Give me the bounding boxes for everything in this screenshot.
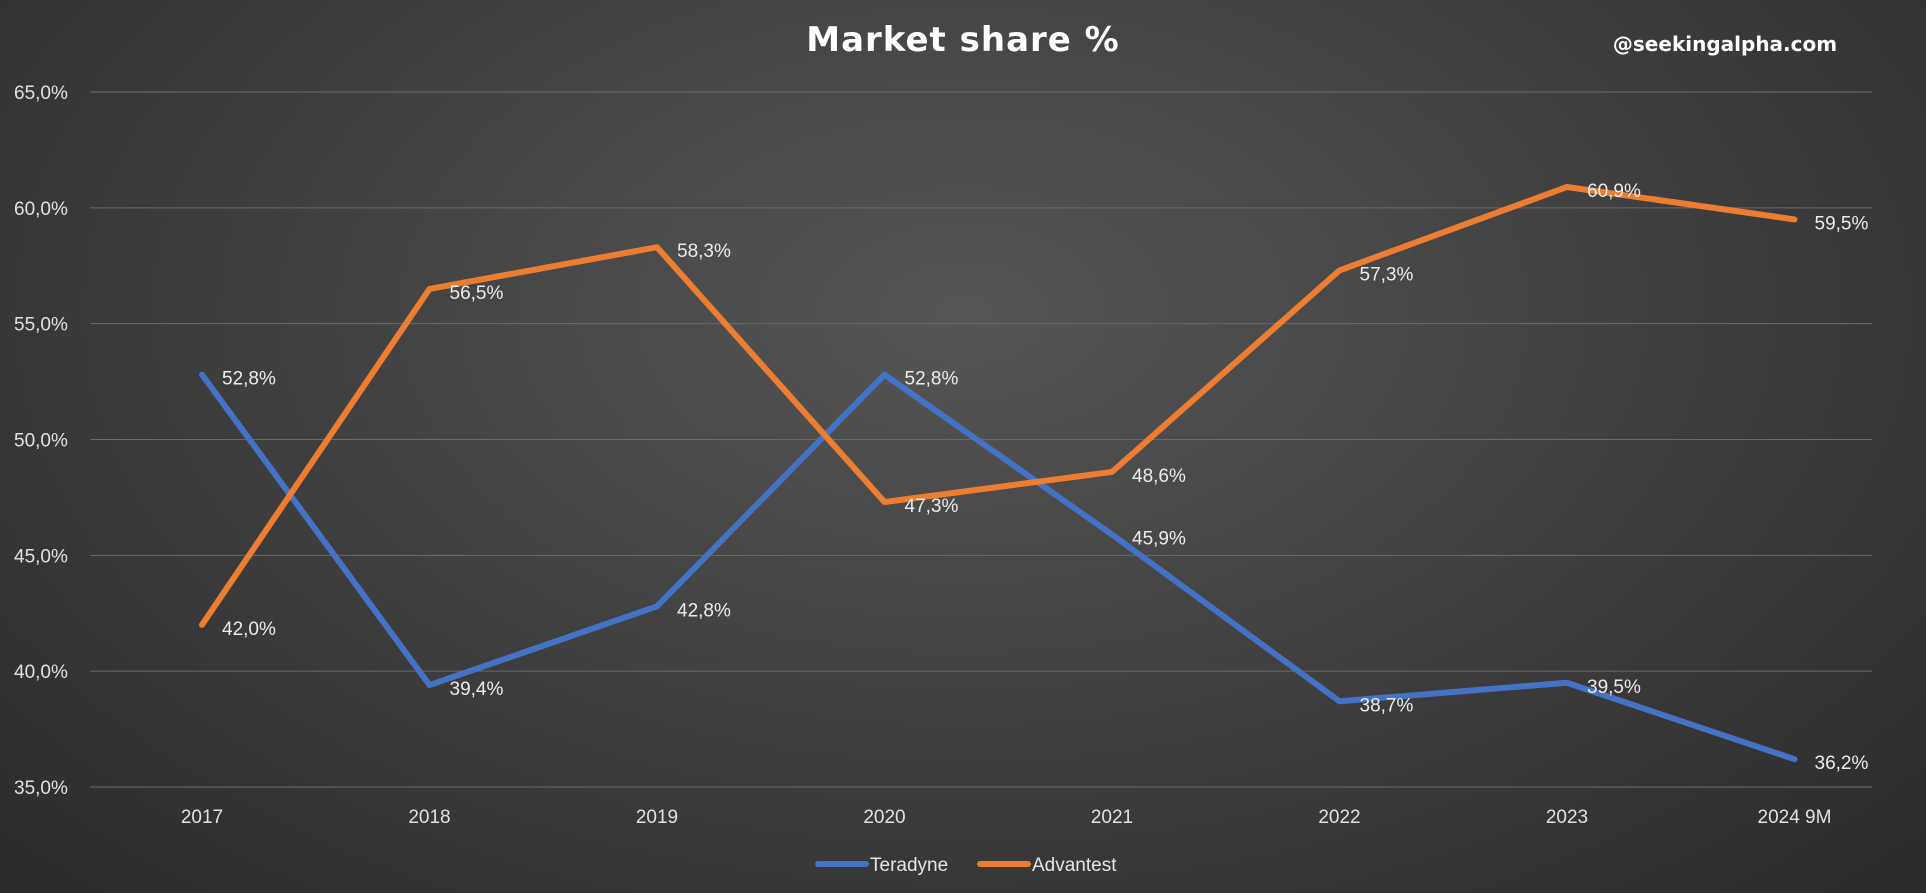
chart-title: Market share % <box>806 20 1120 60</box>
x-tick-label: 2021 <box>1091 807 1133 828</box>
data-labels: 52,8% 39,4% 42,8% 52,8% 45,9% 38,7% 39,5% 36,2%… <box>222 181 1868 774</box>
x-tick-label: 2018 <box>408 807 450 828</box>
y-tick-label: 45,0% <box>14 546 68 567</box>
x-tick-label: 2019 <box>636 807 678 828</box>
x-tick-label: 2024 9M <box>1758 807 1832 828</box>
series-line-teradyne <box>199 371 1798 763</box>
data-label-advantest: 58,3% <box>677 241 731 262</box>
legend-label-teradyne: Teradyne <box>870 855 948 876</box>
gridlines <box>90 91 1872 788</box>
y-tick-label: 35,0% <box>14 778 68 799</box>
legend: Teradyne Advantest <box>815 855 1117 876</box>
y-axis: 35,0% 40,0% 45,0% 50,0% 55,0% 60,0% 65,0% <box>14 83 68 799</box>
x-tick-label: 2023 <box>1546 807 1588 828</box>
data-label-advantest: 48,6% <box>1132 466 1186 487</box>
data-label-advantest: 47,3% <box>905 496 959 517</box>
series-line-advantest <box>199 183 1798 628</box>
data-label-teradyne: 42,8% <box>677 600 731 621</box>
data-label-teradyne: 45,9% <box>1132 528 1186 549</box>
data-label-advantest: 57,3% <box>1360 264 1414 285</box>
x-axis: 2017 2018 2019 2020 2021 2022 2023 2024 9M <box>181 807 1832 828</box>
y-tick-label: 55,0% <box>14 315 68 336</box>
y-tick-label: 65,0% <box>14 83 68 104</box>
x-tick-label: 2017 <box>181 807 223 828</box>
legend-label-advantest: Advantest <box>1032 855 1117 876</box>
data-label-teradyne: 39,4% <box>450 679 504 700</box>
y-tick-label: 50,0% <box>14 431 68 452</box>
data-label-teradyne: 39,5% <box>1587 677 1641 698</box>
data-label-teradyne: 38,7% <box>1360 695 1414 716</box>
data-label-teradyne: 36,2% <box>1815 753 1869 774</box>
y-tick-label: 60,0% <box>14 199 68 220</box>
data-label-advantest: 59,5% <box>1815 213 1869 234</box>
x-tick-label: 2022 <box>1318 807 1360 828</box>
data-label-advantest: 42,0% <box>222 619 276 640</box>
y-tick-label: 40,0% <box>14 662 68 683</box>
series-lines <box>199 183 1798 763</box>
x-tick-label: 2020 <box>863 807 905 828</box>
data-label-teradyne: 52,8% <box>222 369 276 390</box>
data-label-advantest: 60,9% <box>1587 181 1641 202</box>
data-label-teradyne: 52,8% <box>905 369 959 390</box>
watermark-text: @seekingalpha.com <box>1613 32 1837 56</box>
data-label-advantest: 56,5% <box>450 283 504 304</box>
